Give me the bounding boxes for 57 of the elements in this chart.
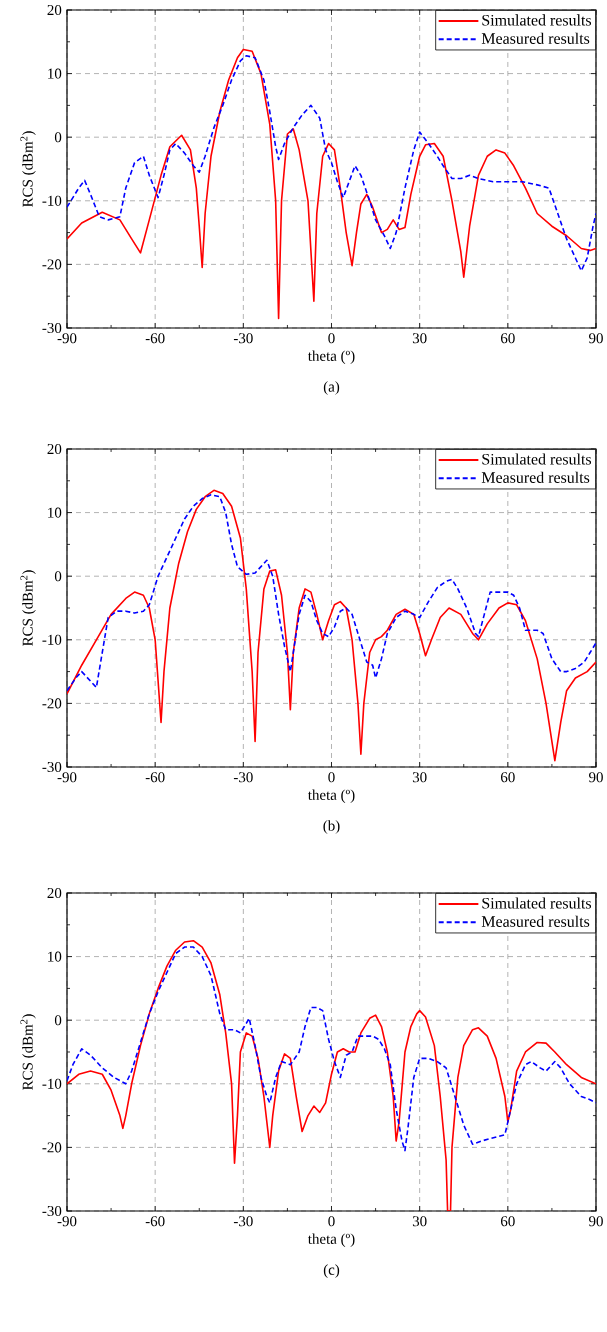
y-tick-label: -30 (42, 322, 62, 334)
legend-label: Measured results (481, 32, 590, 44)
y-tick-label: 20 (47, 4, 62, 16)
y-tick-label: -20 (42, 698, 62, 709)
x-tick-label: -30 (233, 333, 253, 344)
x-tick-label: -60 (145, 333, 165, 344)
y-tick-label: 20 (47, 887, 62, 899)
x-tick-label: 0 (328, 772, 335, 783)
text: (c) (323, 1264, 340, 1278)
x-tick-label: -90 (57, 333, 77, 344)
y-tick-label: 20 (47, 443, 62, 455)
x-axis-title: theta (º) (307, 350, 355, 364)
legend-label: Simulated results (482, 897, 592, 909)
x-tick-label: -30 (233, 772, 253, 783)
x-axis-title: theta (º) (307, 789, 355, 803)
legend-label: Simulated results (482, 14, 592, 26)
y-axis-title: RCS (dBm$^{2}$) (20, 1014, 36, 1090)
y-tick-label: -20 (42, 259, 62, 270)
x-tick-label: 60 (501, 772, 515, 783)
x-tick-label: 0 (328, 333, 335, 344)
line-series (67, 48, 596, 320)
x-tick-label: -60 (145, 772, 165, 783)
text: (a) (323, 381, 340, 395)
x-tick-label: 0 (328, 1216, 335, 1227)
x-tick-label: -30 (233, 1216, 253, 1227)
x-tick-label: -90 (57, 772, 77, 783)
x-tick-label: 30 (412, 772, 427, 783)
x-tick-label: 60 (501, 333, 515, 344)
y-tick-label: 0 (54, 571, 62, 582)
x-axis-title: theta (º) (307, 1233, 355, 1247)
x-tick-label: 90 (589, 333, 603, 344)
legend-label: Measured results (481, 915, 590, 927)
y-axis-title: RCS (dBm$^{2}$) (20, 570, 36, 646)
y-tick-label: -30 (42, 761, 62, 773)
y-tick-label: -10 (42, 634, 62, 645)
line-series (67, 489, 596, 762)
legend-label: Simulated results (482, 453, 592, 465)
x-tick-label: 60 (501, 1216, 515, 1227)
y-tick-label: 10 (48, 68, 62, 79)
line-series (67, 939, 596, 1211)
y-tick-label: -10 (42, 1078, 62, 1089)
x-tick-label: 90 (589, 772, 603, 783)
y-tick-label: -10 (42, 195, 62, 206)
text: (b) (323, 820, 340, 834)
x-tick-label: 90 (589, 1216, 603, 1227)
y-tick-label: 0 (54, 1015, 62, 1026)
y-tick-label: -30 (42, 1205, 62, 1217)
x-tick-label: -90 (57, 1216, 77, 1227)
x-tick-label: -60 (145, 1216, 165, 1227)
y-tick-label: 10 (48, 507, 62, 518)
y-tick-label: -20 (42, 1142, 62, 1153)
y-tick-label: 10 (48, 951, 62, 962)
x-tick-label: 30 (412, 333, 427, 344)
y-axis-title: RCS (dBm$^{2}$) (20, 131, 36, 207)
legend-label: Measured results (481, 471, 590, 483)
y-tick-label: 0 (54, 132, 62, 143)
x-tick-label: 30 (412, 1216, 427, 1227)
